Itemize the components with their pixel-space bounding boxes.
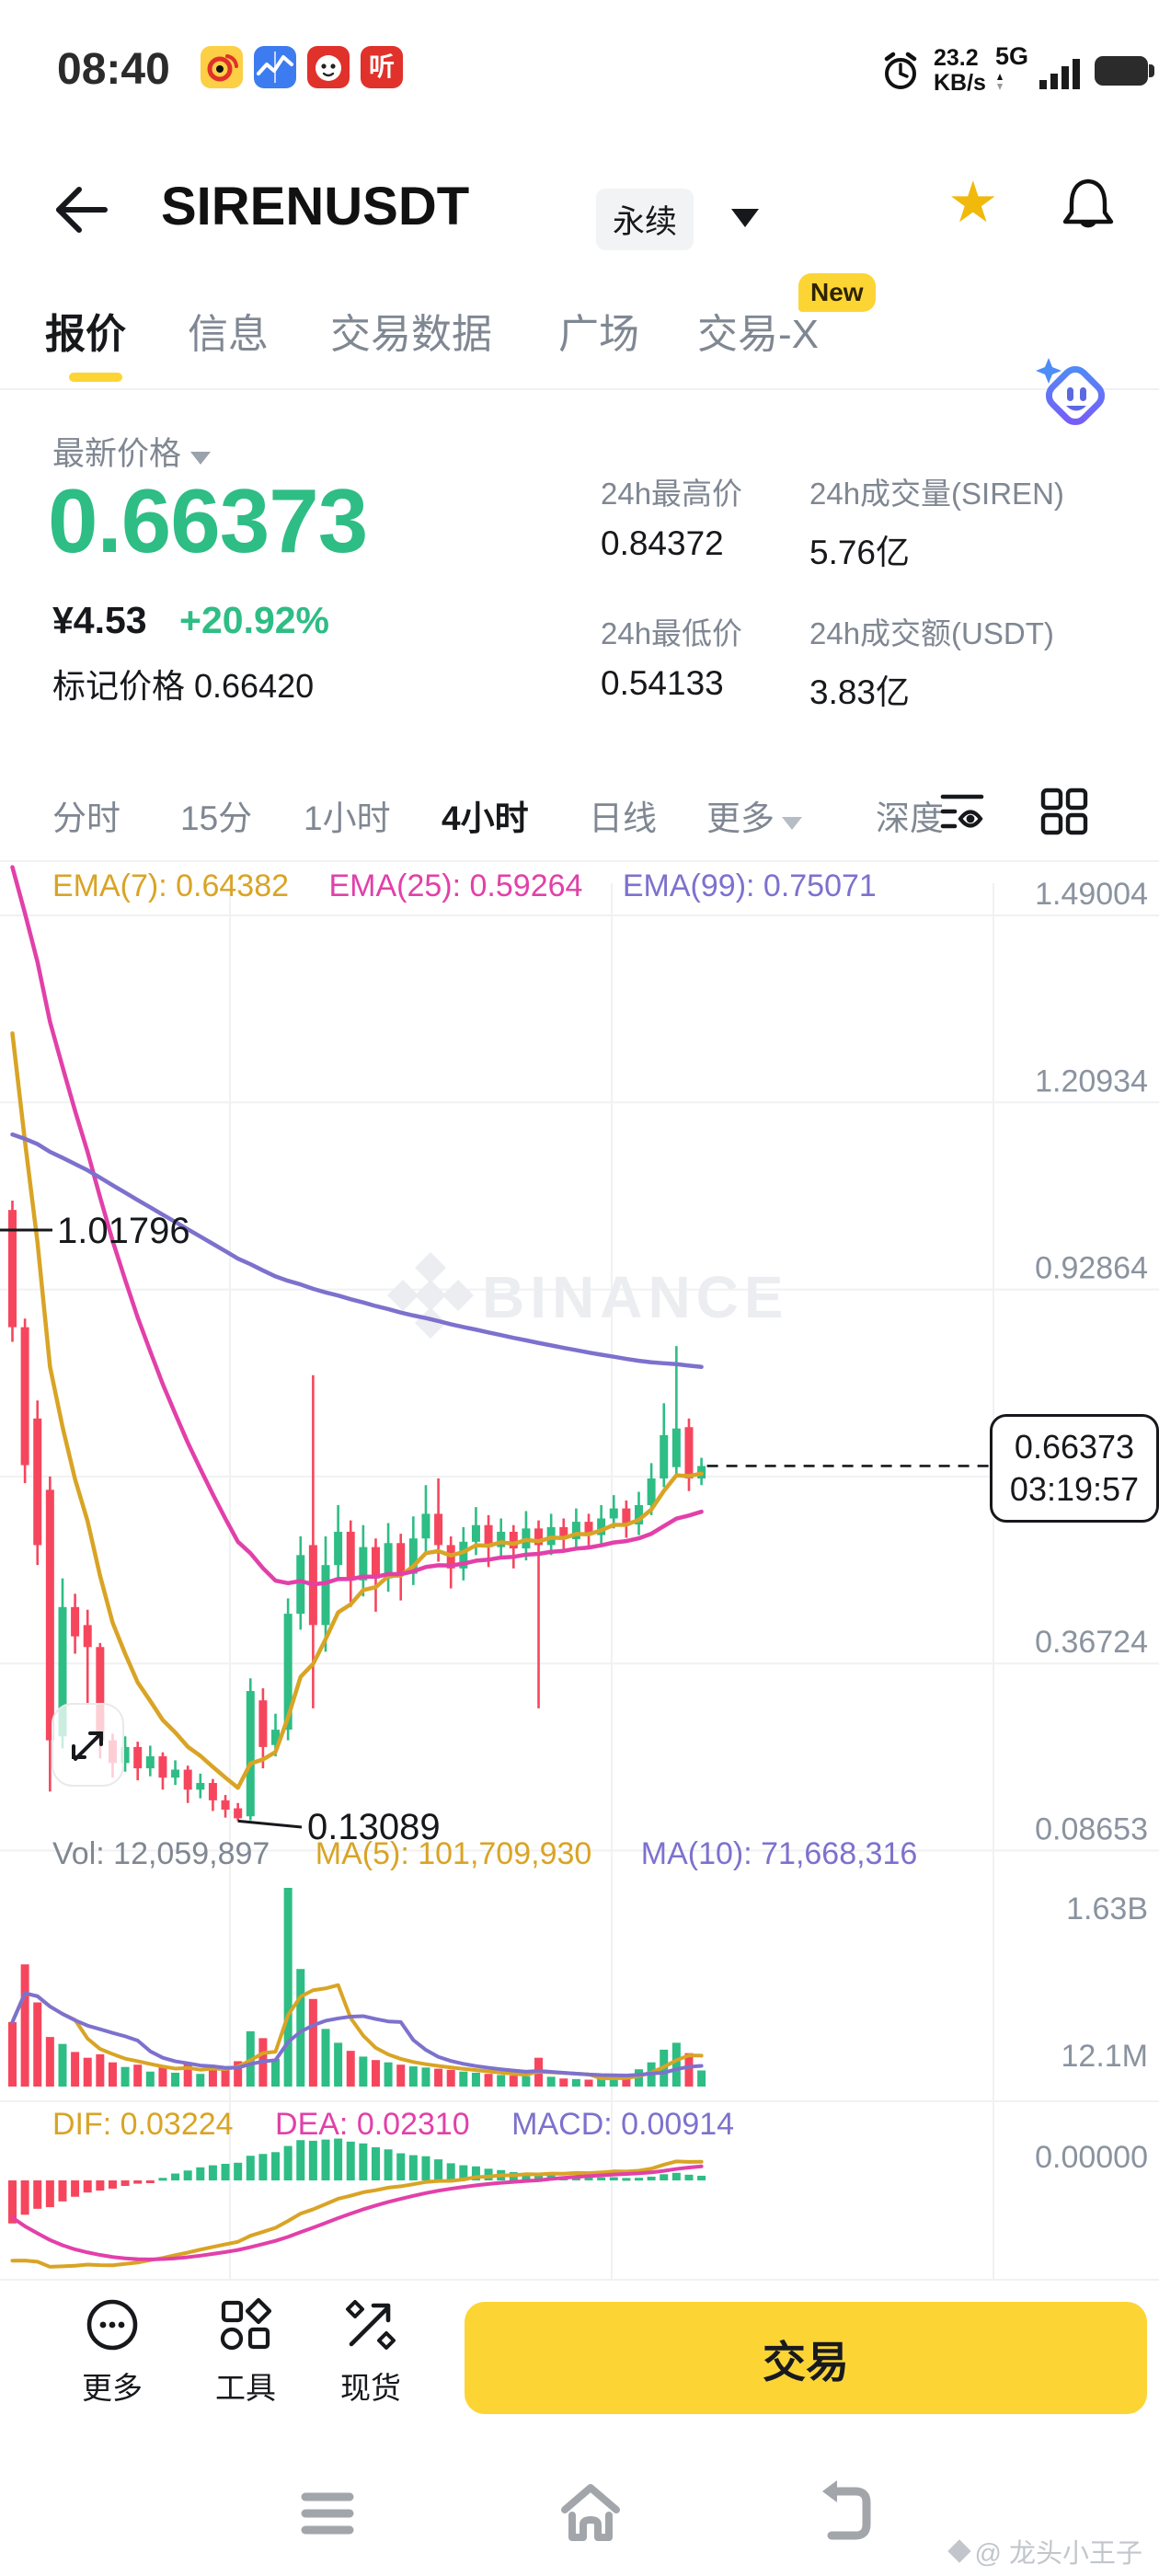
author-watermark: @ 龙头小王子 <box>947 2532 1142 2570</box>
svg-text:0.13089: 0.13089 <box>307 1807 441 1847</box>
indicator-settings-icon[interactable] <box>936 785 990 838</box>
tab-square[interactable]: 广场 <box>558 312 639 357</box>
network-speed: 23.2 KB/s <box>934 45 986 96</box>
active-tab-underline <box>69 373 122 382</box>
stat-24h-high: 24h最高价 0.84372 <box>601 477 743 562</box>
header: SIRENUSDT 永续 ★ <box>0 170 1159 262</box>
ting-app-icon: 听 <box>361 46 403 88</box>
network-type: 5G <box>994 42 1028 70</box>
divider <box>0 860 1159 862</box>
vol-value: Vol: 12,059,897 <box>52 1836 270 1871</box>
svg-text:0.92864: 0.92864 <box>1035 1251 1148 1286</box>
spot-arrow-icon <box>346 2300 396 2350</box>
mark-price: 标记价格 0.66420 <box>52 667 315 705</box>
last-price-value: 0.66373 <box>48 470 368 571</box>
current-price-tag[interactable]: 0.66373 03:19:57 <box>990 1414 1159 1523</box>
page-title-symbol: SIRENUSDT <box>161 177 470 236</box>
tab-quotes[interactable]: 报价 <box>45 312 126 357</box>
tf-1d[interactable]: 日线 <box>589 799 657 837</box>
stat-24h-volume: 24h成交量(SIREN) 5.76亿 <box>809 477 1064 571</box>
symbol-dropdown-caret[interactable] <box>731 209 759 227</box>
updown-arrows-icon <box>996 74 1003 90</box>
vol-ma10-value: MA(10): 71,668,316 <box>640 1836 918 1871</box>
volume-indicator-row[interactable]: Vol: 12,059,897 MA(5): 101,709,930 MA(10… <box>52 1836 917 1872</box>
more-button[interactable]: 更多 <box>57 2296 167 2408</box>
tf-15m[interactable]: 15分 <box>180 799 253 837</box>
last-price-label[interactable]: 最新价格 <box>52 428 212 475</box>
action-bar: 更多 工具 现货 交易 <box>0 2296 1159 2453</box>
macd-indicator-row[interactable]: DIF: 0.03224 DEA: 0.02310 MACD: 0.00914 <box>52 2107 734 2143</box>
battery-icon <box>1095 56 1154 86</box>
tab-trade-data[interactable]: 交易数据 <box>330 312 492 357</box>
notification-bell-icon[interactable] <box>1053 170 1123 240</box>
tf-4h[interactable]: 4小时 <box>442 799 529 837</box>
ema7-value: EMA(7): 0.64382 <box>52 868 290 903</box>
svg-text:1.63B: 1.63B <box>1066 1892 1148 1926</box>
timeframe-bar: 分时 15分 1小时 4小时 日线 更多 深度 <box>0 777 1159 858</box>
tools-shapes-icon <box>220 2297 272 2351</box>
tf-time[interactable]: 分时 <box>52 799 120 837</box>
svg-text:1.49004: 1.49004 <box>1035 877 1148 912</box>
svg-text:1.20934: 1.20934 <box>1035 1064 1148 1098</box>
favorite-star-icon[interactable]: ★ <box>947 171 999 235</box>
ema99-value: EMA(99): 0.75071 <box>622 868 877 903</box>
macd-value: MACD: 0.00914 <box>511 2107 735 2142</box>
new-badge: New <box>798 273 876 312</box>
ellipsis-circle-icon <box>86 2299 138 2351</box>
svg-text:0.00000: 0.00000 <box>1035 2140 1148 2175</box>
alarm-icon <box>884 52 917 89</box>
current-time: 03:19:57 <box>1009 1470 1140 1508</box>
status-bar: 08:40 听 23.2 KB/s 5G <box>0 37 1159 110</box>
assistant-mascot-icon[interactable] <box>1032 352 1117 437</box>
vol-ma5-value: MA(5): 101,709,930 <box>315 1836 592 1871</box>
weibo-app-icon <box>201 46 243 88</box>
jd-app-icon <box>307 46 350 88</box>
back-nav-icon[interactable] <box>813 2478 883 2548</box>
tab-trade-x[interactable]: 交易-X <box>697 312 819 357</box>
grid-layout-icon[interactable] <box>1038 785 1091 838</box>
stocks-app-icon <box>254 46 296 88</box>
tf-more[interactable]: 更多 <box>706 790 802 840</box>
svg-text:0.36724: 0.36724 <box>1035 1625 1148 1660</box>
change-percent: +20.92% <box>179 599 330 641</box>
current-price: 0.66373 <box>1014 1428 1135 1466</box>
tab-bar: 报价 信息 交易数据 广场 交易-X New <box>0 273 1159 426</box>
svg-text:1.01796: 1.01796 <box>57 1211 190 1251</box>
trade-button[interactable]: 交易 <box>465 2302 1147 2414</box>
signal-bars-icon <box>1039 59 1080 89</box>
dea-value: DEA: 0.02310 <box>275 2107 470 2142</box>
back-arrow-icon[interactable] <box>48 178 112 242</box>
stat-24h-turnover: 24h成交额(USDT) 3.83亿 <box>809 616 1054 711</box>
ema25-value: EMA(25): 0.59264 <box>328 868 583 903</box>
diamond-icon <box>947 2539 971 2563</box>
price-section: 最新价格 0.66373 ¥4.53 +20.92% 标记价格 0.66420 … <box>0 419 1159 768</box>
svg-text:0.08653: 0.08653 <box>1035 1812 1148 1847</box>
fiat-price: ¥4.53 <box>52 599 147 641</box>
menu-icon[interactable] <box>294 2480 361 2547</box>
tab-info[interactable]: 信息 <box>188 312 269 357</box>
chevron-down-icon <box>190 452 212 465</box>
svg-text:12.1M: 12.1M <box>1061 2039 1149 2074</box>
spot-button[interactable]: 现货 <box>316 2296 426 2408</box>
contract-type-badge: 永续 <box>596 189 694 250</box>
clock-time: 08:40 <box>57 45 170 94</box>
system-nav-bar <box>0 2471 1159 2554</box>
tf-1h[interactable]: 1小时 <box>304 799 391 837</box>
svg-text:BINANCE: BINANCE <box>482 1264 789 1330</box>
ema-indicator-row[interactable]: EMA(7): 0.64382 EMA(25): 0.59264 EMA(99)… <box>52 868 877 904</box>
stats-grid: 24h最高价 0.84372 24h成交量(SIREN) 5.76亿 24h最低价 0… <box>601 469 1159 749</box>
stat-24h-low: 24h最低价 0.54133 <box>601 616 743 702</box>
tools-button[interactable]: 工具 <box>190 2296 301 2408</box>
tf-depth[interactable]: 深度 <box>876 799 944 837</box>
divider <box>0 388 1159 390</box>
home-icon[interactable] <box>554 2477 627 2550</box>
chevron-down-icon <box>782 817 802 830</box>
dif-value: DIF: 0.03224 <box>52 2107 234 2142</box>
